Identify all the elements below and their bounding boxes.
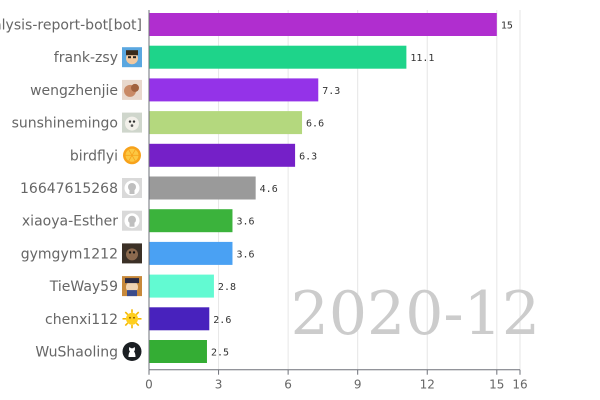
category-label-frank-zsy: frank-zsy: [54, 50, 118, 66]
bar-birdflyi: [149, 143, 296, 167]
period-watermark: 2020-12: [291, 279, 540, 349]
github-default-avatar-icon: [122, 210, 142, 231]
bar-chenxi112: [149, 307, 210, 331]
category-label-16647615268: 16647615268: [20, 181, 118, 197]
value-label-WuShaoling: 2.5: [211, 348, 229, 359]
bar-frank-zsy: [149, 45, 407, 69]
github-default-avatar-icon: [122, 178, 142, 198]
value-label-16647615268: 4.6: [260, 184, 278, 195]
github-avatar-icon: [122, 341, 142, 362]
x-tick-label-6: 6: [284, 378, 292, 392]
x-tick-label-0: 0: [145, 378, 153, 392]
value-label-sunshinemingo: 6.6: [306, 119, 324, 130]
category-label-birdflyi: birdflyi: [70, 148, 118, 164]
value-label-chenxi112: 2.6: [213, 315, 231, 326]
monkey-avatar-icon: [122, 243, 142, 264]
bar-sunshinemingo: [149, 111, 303, 135]
category-label-xiaoya-Esther: xiaoya-Esther: [22, 214, 118, 230]
x-tick-label-12: 12: [420, 378, 435, 392]
sun-avatar-icon: [122, 308, 142, 329]
bar-analysis-report-bot[bot]: [149, 13, 497, 36]
anime-avatar-icon: [122, 276, 142, 297]
bar-WuShaoling: [149, 340, 207, 363]
x-tick-label-16: 16: [512, 378, 527, 392]
category-label-WuShaoling: WuShaoling: [35, 345, 118, 361]
category-label-sunshinemingo: sunshinemingo: [12, 116, 118, 132]
dog-avatar-icon: [122, 79, 142, 100]
value-label-analysis-report-bot[bot]: 15: [501, 21, 513, 32]
bar-wengzhenjie: [149, 78, 319, 102]
category-label-wengzhenjie: wengzhenjie: [30, 83, 118, 99]
x-tick-label-3: 3: [215, 378, 223, 392]
value-label-birdflyi: 6.3: [299, 151, 317, 162]
value-label-TieWay59: 2.8: [218, 282, 236, 293]
bar-16647615268: [149, 176, 256, 200]
value-label-xiaoya-Esther: 3.6: [236, 217, 254, 228]
bar-xiaoya-Esther: [149, 209, 233, 233]
x-tick-label-9: 9: [354, 378, 362, 392]
value-label-frank-zsy: 11.1: [410, 53, 434, 64]
puppy-avatar-icon: [122, 112, 142, 133]
category-label-chenxi112: chenxi112: [45, 312, 118, 328]
value-label-wengzhenjie: 7.3: [322, 86, 340, 97]
category-label-gymgym1212: gymgym1212: [21, 246, 118, 262]
orange-avatar-icon: [122, 145, 142, 166]
category-label-analysis-report-bot[bot]: analysis-report-bot[bot]: [0, 18, 142, 34]
x-tick-label-15: 15: [489, 378, 504, 392]
bar-gymgym1212: [149, 241, 233, 265]
boy-avatar-icon: [122, 47, 142, 68]
value-label-gymgym1212: 3.6: [236, 249, 254, 260]
category-label-TieWay59: TieWay59: [49, 279, 118, 295]
bar-TieWay59: [149, 274, 214, 298]
